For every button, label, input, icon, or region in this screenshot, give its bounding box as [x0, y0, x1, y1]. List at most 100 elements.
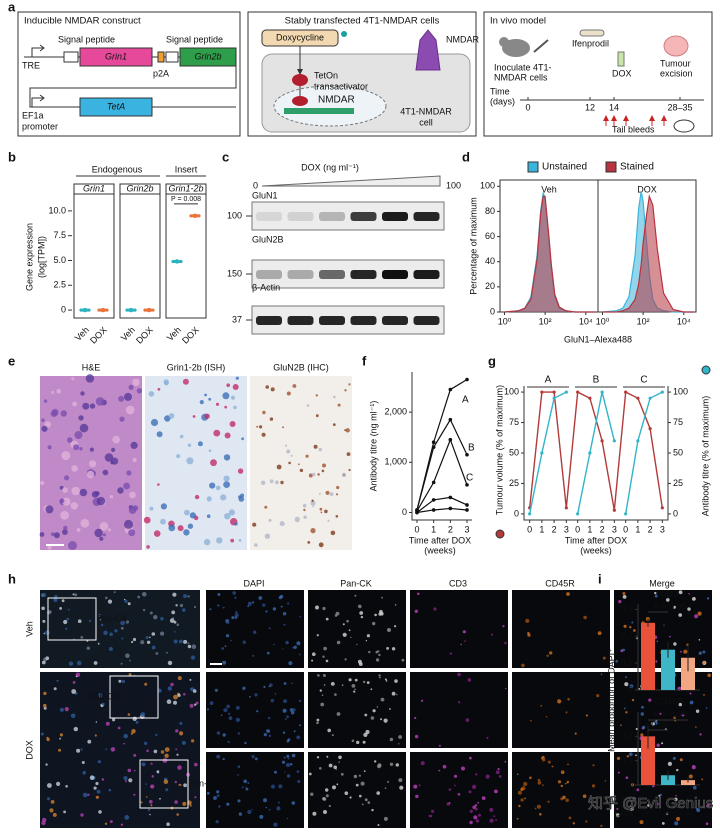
y-tick-label: 0	[628, 684, 633, 694]
cell-dot	[332, 423, 336, 426]
cell-dot	[350, 636, 352, 639]
cell-dot	[368, 650, 371, 654]
legend-label: Stained	[620, 162, 654, 173]
cell-dot	[333, 395, 336, 399]
micrograph	[410, 752, 508, 828]
cell-dot	[317, 473, 320, 476]
cell-dot	[353, 690, 356, 693]
cell-dot	[189, 512, 196, 519]
cell-dot	[312, 505, 315, 508]
line	[416, 418, 468, 511]
watermark: 知乎 @Evil Genius	[588, 795, 713, 812]
cell-dot	[204, 393, 208, 397]
cell-dot	[495, 770, 500, 775]
cell-dot	[221, 647, 225, 650]
cell-dot	[635, 727, 638, 731]
cell-dot	[310, 792, 314, 796]
cell-dot	[208, 449, 212, 453]
cell-dot	[259, 425, 263, 429]
cell-dot	[223, 454, 231, 461]
cell-dot	[164, 747, 170, 752]
cell-dot	[307, 541, 311, 544]
cell-dot	[66, 617, 70, 621]
cell-dot	[194, 762, 198, 767]
marker-label: 100	[227, 210, 242, 220]
cell-dot	[330, 530, 336, 536]
cell-dot	[673, 716, 676, 719]
cell-dot	[175, 729, 179, 733]
cell-dot	[63, 810, 66, 814]
cell-dot	[74, 593, 78, 597]
gene-box	[179, 47, 237, 67]
y-tick-label: 0.2	[620, 631, 633, 641]
x-tick-label: 3	[564, 524, 569, 534]
cell-dot	[280, 605, 283, 608]
cell-dot	[109, 632, 113, 637]
cell-dot	[389, 708, 391, 710]
cell-dot	[237, 765, 241, 768]
cell-dot	[62, 487, 68, 493]
cell-dot	[415, 794, 419, 799]
cell-dot	[703, 694, 705, 696]
annotation: P = 0.05	[654, 601, 686, 611]
cell-dot	[274, 692, 277, 695]
cell-dot	[549, 651, 553, 655]
cell-dot	[103, 630, 108, 635]
cell-dot	[375, 658, 380, 662]
cell-dot	[398, 735, 402, 739]
y2-tick-label: 25	[673, 478, 683, 488]
cell-dot	[516, 817, 519, 820]
cell-dot	[683, 649, 688, 654]
cell-dot	[215, 485, 221, 491]
cell-dot	[361, 803, 364, 806]
subplot	[73, 183, 115, 319]
band	[287, 212, 314, 221]
cell-dot	[75, 675, 78, 678]
cell-dot	[305, 454, 309, 458]
cell-dot	[296, 735, 301, 740]
cell-dot	[355, 783, 359, 787]
cell-dot	[258, 596, 263, 600]
cell-dot	[173, 639, 178, 644]
cell-dot	[377, 650, 380, 653]
cell-dot	[127, 713, 131, 716]
cell-dot	[656, 640, 659, 643]
cell-dot	[146, 640, 151, 644]
cell-dot	[282, 612, 287, 616]
cell-dot	[50, 800, 55, 804]
cell-dot	[661, 742, 664, 745]
cell-dot	[141, 762, 146, 767]
cell-dot	[247, 782, 250, 784]
cell-dot	[98, 693, 103, 698]
cell-dot	[342, 473, 346, 478]
cell-dot	[317, 674, 320, 677]
column-title: CD3	[449, 578, 467, 588]
cell-dot	[71, 486, 80, 496]
cell-dot	[518, 804, 521, 808]
cell-dot	[155, 733, 158, 737]
cell-dot	[680, 650, 682, 653]
cell-dot	[288, 461, 291, 465]
gene: Grin1	[105, 51, 127, 61]
band	[382, 270, 408, 279]
cell-dot	[80, 518, 90, 528]
cell-dot	[65, 785, 68, 788]
cell-dot	[695, 709, 700, 713]
cell-dot	[165, 788, 169, 792]
cell-dot	[583, 615, 587, 620]
cell-dot	[227, 740, 230, 744]
cell-dot	[280, 480, 284, 485]
micrograph	[512, 752, 610, 828]
cell-dot	[70, 713, 76, 719]
cell-dot	[269, 683, 273, 687]
cell-dot	[140, 712, 146, 717]
cell-dot	[504, 760, 507, 763]
cell-dot	[68, 541, 77, 550]
cell-dot	[474, 804, 478, 807]
band	[319, 270, 345, 279]
cell-dot	[44, 421, 51, 428]
cell-dot	[694, 614, 699, 619]
cell-dot	[135, 720, 139, 724]
band	[319, 212, 345, 221]
